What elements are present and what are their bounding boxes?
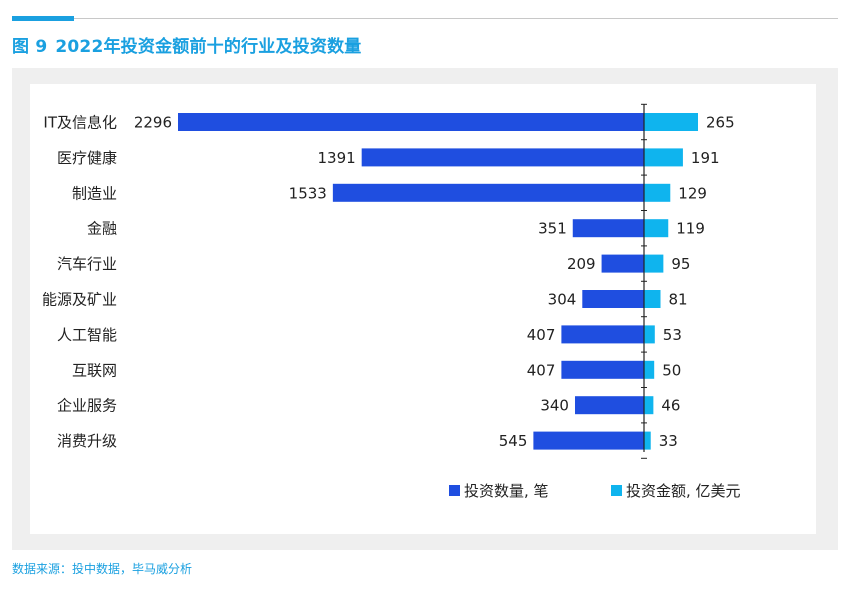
amount-bar (644, 290, 661, 308)
amount-value-label: 50 (662, 361, 681, 379)
top-divider (74, 18, 838, 19)
amount-value-label: 46 (661, 397, 680, 415)
legend-label-count: 投资数量, 笔 (464, 482, 549, 500)
count-bar (601, 254, 644, 273)
count-bar (332, 183, 644, 202)
count-value-label: 407 (527, 326, 556, 344)
title-accent-bar (12, 16, 74, 21)
amount-bar (644, 113, 698, 131)
amount-value-label: 129 (678, 184, 707, 202)
category-label: 消费升级 (57, 432, 117, 450)
count-bar (361, 148, 644, 167)
count-bar (582, 290, 644, 308)
count-bar (561, 360, 644, 379)
count-bar (178, 113, 644, 131)
amount-bar (644, 431, 651, 450)
data-source-note: 数据来源：投中数据，毕马威分析 (12, 562, 193, 576)
amount-value-label: 191 (691, 149, 720, 167)
amount-bar (644, 219, 669, 238)
count-value-label: 1533 (289, 184, 327, 202)
count-bar (574, 396, 644, 415)
count-value-label: 1391 (317, 149, 355, 167)
category-label: 能源及矿业 (42, 291, 117, 309)
legend-swatch-amount (611, 485, 622, 496)
count-bar (533, 431, 644, 450)
figure-title-text: 2022年投资金额前十的行业及投资数量 (55, 37, 362, 57)
count-value-label: 351 (538, 220, 567, 238)
count-bar (572, 219, 644, 238)
category-label: 汽车行业 (57, 255, 117, 273)
amount-value-label: 81 (669, 291, 688, 309)
legend-swatch-count (449, 485, 460, 496)
amount-bar (644, 360, 655, 379)
count-bar (561, 325, 644, 344)
amount-value-label: 95 (671, 255, 690, 273)
amount-value-label: 33 (659, 432, 678, 450)
count-value-label: 304 (548, 291, 577, 309)
category-label: 人工智能 (57, 326, 117, 344)
amount-value-label: 53 (663, 326, 682, 344)
amount-bar (644, 254, 664, 273)
count-value-label: 407 (527, 361, 556, 379)
figure-number: 图 9 (12, 37, 48, 57)
category-label: IT及信息化 (43, 114, 117, 132)
category-label: 金融 (87, 220, 117, 238)
count-value-label: 2296 (134, 114, 172, 132)
count-value-label: 545 (499, 432, 528, 450)
amount-value-label: 119 (676, 220, 705, 238)
category-label: 制造业 (72, 184, 117, 202)
count-value-label: 209 (567, 255, 596, 273)
category-label: 企业服务 (57, 397, 117, 415)
legend-label-amount: 投资金额, 亿美元 (626, 482, 741, 500)
category-label: 互联网 (72, 361, 117, 379)
amount-bar (644, 325, 655, 344)
category-label: 医疗健康 (57, 149, 117, 167)
amount-bar (644, 396, 654, 415)
amount-bar (644, 148, 683, 167)
amount-bar (644, 183, 671, 202)
count-value-label: 340 (540, 397, 569, 415)
amount-value-label: 265 (706, 114, 735, 132)
figure-title: 图 9 2022年投资金额前十的行业及投资数量 (12, 32, 369, 57)
